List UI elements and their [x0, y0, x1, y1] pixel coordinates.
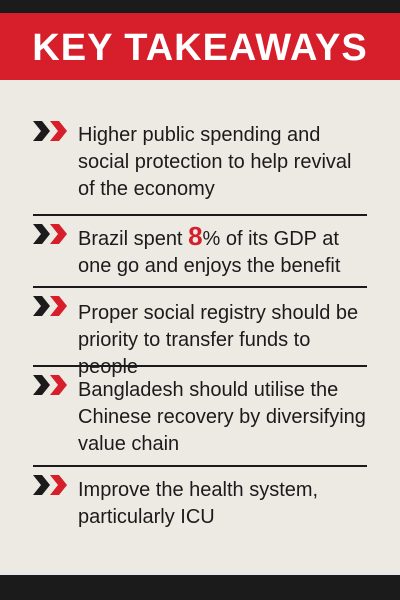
- double-chevron-right-icon: [33, 224, 67, 244]
- double-chevron-right-icon: [33, 121, 67, 141]
- list-item: Improve the health system, particularly …: [33, 467, 367, 543]
- highlight-number: 8: [188, 221, 203, 251]
- item-text: Improve the health system, particularly …: [78, 479, 319, 528]
- item-text-part: % of its GDP at one go and enjoys the be…: [78, 228, 341, 277]
- item-text: Proper social registry should be priorit…: [78, 302, 359, 378]
- top-bar: [0, 0, 400, 13]
- item-text: Brazil spent 8% of its GDP at one go and…: [78, 223, 367, 280]
- double-chevron-right-icon: [33, 475, 67, 495]
- list-item: Bangladesh should utilise the Chinese re…: [33, 367, 367, 467]
- list-item: Proper social registry should be priorit…: [33, 288, 367, 378]
- double-chevron-right-icon: [33, 375, 67, 395]
- item-text-part: Brazil spent: [78, 228, 189, 250]
- item-text: Bangladesh should utilise the Chinese re…: [78, 379, 366, 455]
- takeaways-list: Higher public spending and social protec…: [33, 113, 367, 543]
- list-item: Higher public spending and social protec…: [33, 113, 367, 216]
- list-item: Brazil spent 8% of its GDP at one go and…: [33, 216, 367, 288]
- header-banner: KEY TAKEAWAYS: [0, 13, 400, 80]
- double-chevron-right-icon: [33, 296, 67, 316]
- item-text: Higher public spending and social protec…: [78, 124, 352, 200]
- header-title: KEY TAKEAWAYS: [32, 26, 368, 69]
- bottom-bar: [0, 572, 400, 600]
